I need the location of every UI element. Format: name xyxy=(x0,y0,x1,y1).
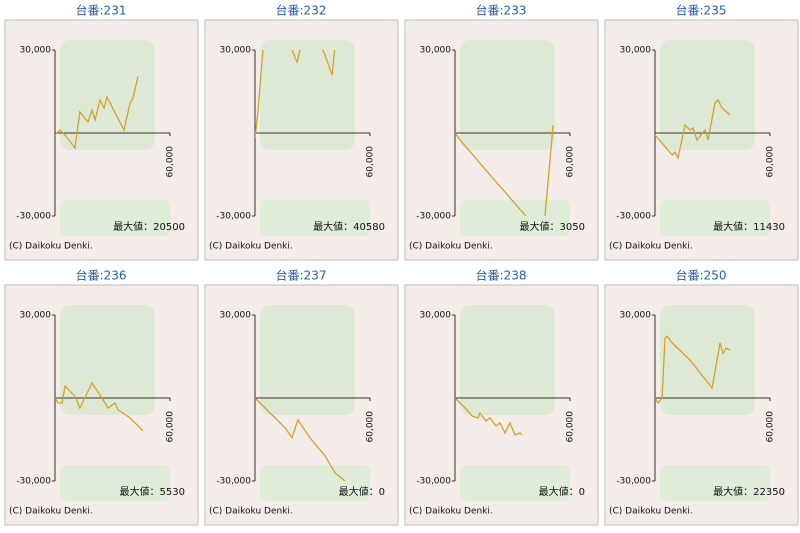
y-tick-label: -30,000 xyxy=(216,212,251,222)
panel: 30,000 -30,000 60,000 最大値：5530 (C) Daikoku D… xyxy=(4,284,199,526)
credit: (C) Daikoku Denki. xyxy=(409,242,493,252)
panel: 30,000 -30,000 60,000 最大値：0 (C) Daikoku Denk… xyxy=(204,284,399,526)
decor xyxy=(460,40,555,150)
y-tick-label: 30,000 xyxy=(620,311,652,321)
y-tick-label: 30,000 xyxy=(220,311,252,321)
x-tick-label: 60,000 xyxy=(766,411,776,443)
y-tick-label: -30,000 xyxy=(416,212,451,222)
max-value: 最大値：40580 xyxy=(313,220,385,233)
x-tick-label: 60,000 xyxy=(166,411,176,443)
panel: 30,000 -30,000 60,000 最大値：40580 (C) Daikoku … xyxy=(204,19,399,261)
y-tick-label: 30,000 xyxy=(220,46,252,56)
decor xyxy=(660,465,770,501)
y-tick-label: -30,000 xyxy=(16,212,51,222)
panel-title: 台番:232 xyxy=(276,3,327,18)
y-tick-label: -30,000 xyxy=(16,477,51,487)
max-value: 最大値：22350 xyxy=(713,485,785,498)
series-line xyxy=(455,397,523,436)
credit: (C) Daikoku Denki. xyxy=(609,242,693,252)
series-line xyxy=(55,381,144,432)
y-tick-label: -30,000 xyxy=(216,477,251,487)
max-value: 最大値：11430 xyxy=(713,220,785,233)
credit: (C) Daikoku Denki. xyxy=(9,507,93,517)
panel: 30,000 -30,000 60,000 最大値：0 (C) Daikoku Denk… xyxy=(404,284,599,526)
max-value: 最大値：5530 xyxy=(120,485,185,498)
max-value: 最大値：20500 xyxy=(113,220,185,233)
decor xyxy=(660,40,755,150)
series-line xyxy=(55,76,139,150)
y-tick-label: -30,000 xyxy=(616,212,651,222)
y-tick-label: 30,000 xyxy=(20,46,52,56)
panel-title: 台番:238 xyxy=(476,268,527,283)
decor xyxy=(260,305,355,415)
max-value: 最大値：0 xyxy=(539,485,585,498)
credit: (C) Daikoku Denki. xyxy=(209,242,293,252)
x-tick-label: 60,000 xyxy=(166,146,176,178)
decor xyxy=(460,465,570,501)
y-tick-label: 30,000 xyxy=(620,46,652,56)
decor xyxy=(60,305,155,415)
panel-title: 台番:236 xyxy=(76,268,127,283)
panel: 30,000 -30,000 60,000 最大値：20500 (C) Daikoku … xyxy=(4,19,199,261)
series-line xyxy=(255,50,336,139)
x-tick-label: 60,000 xyxy=(366,146,376,178)
max-value: 最大値：3050 xyxy=(520,220,585,233)
decor xyxy=(460,305,555,415)
x-tick-label: 60,000 xyxy=(566,146,576,178)
x-tick-label: 60,000 xyxy=(566,411,576,443)
decor xyxy=(260,200,370,236)
series-line xyxy=(655,99,731,160)
decor xyxy=(60,200,170,236)
y-tick-label: 30,000 xyxy=(20,311,52,321)
y-tick-label: 30,000 xyxy=(420,311,452,321)
decor xyxy=(60,465,170,501)
series-line xyxy=(255,397,346,481)
y-tick-label: -30,000 xyxy=(416,477,451,487)
y-tick-label: -30,000 xyxy=(616,477,651,487)
panel-title: 台番:233 xyxy=(476,3,527,18)
panel-title: 台番:235 xyxy=(676,3,727,18)
panel-title: 台番:250 xyxy=(676,268,727,283)
x-tick-label: 60,000 xyxy=(366,411,376,443)
credit: (C) Daikoku Denki. xyxy=(609,507,693,517)
credit: (C) Daikoku Denki. xyxy=(409,507,493,517)
decor xyxy=(260,40,355,150)
decor xyxy=(260,465,370,501)
panel: 30,000 -30,000 60,000 最大値：22350 (C) Daikoku … xyxy=(604,284,799,526)
credit: (C) Daikoku Denki. xyxy=(209,507,293,517)
decor xyxy=(60,40,155,150)
x-tick-label: 60,000 xyxy=(766,146,776,178)
series-line xyxy=(455,124,554,216)
decor xyxy=(660,200,770,236)
panel: 30,000 -30,000 60,000 最大値：3050 (C) Daikoku D… xyxy=(404,19,599,261)
credit: (C) Daikoku Denki. xyxy=(9,242,93,252)
panel-title: 台番:237 xyxy=(276,268,327,283)
panel-title: 台番:231 xyxy=(76,3,127,18)
decor xyxy=(660,305,755,415)
max-value: 最大値：0 xyxy=(339,485,385,498)
series-line xyxy=(655,335,731,405)
y-tick-label: 30,000 xyxy=(420,46,452,56)
panel: 30,000 -30,000 60,000 最大値：11430 (C) Daikoku … xyxy=(604,19,799,261)
decor xyxy=(460,200,570,236)
